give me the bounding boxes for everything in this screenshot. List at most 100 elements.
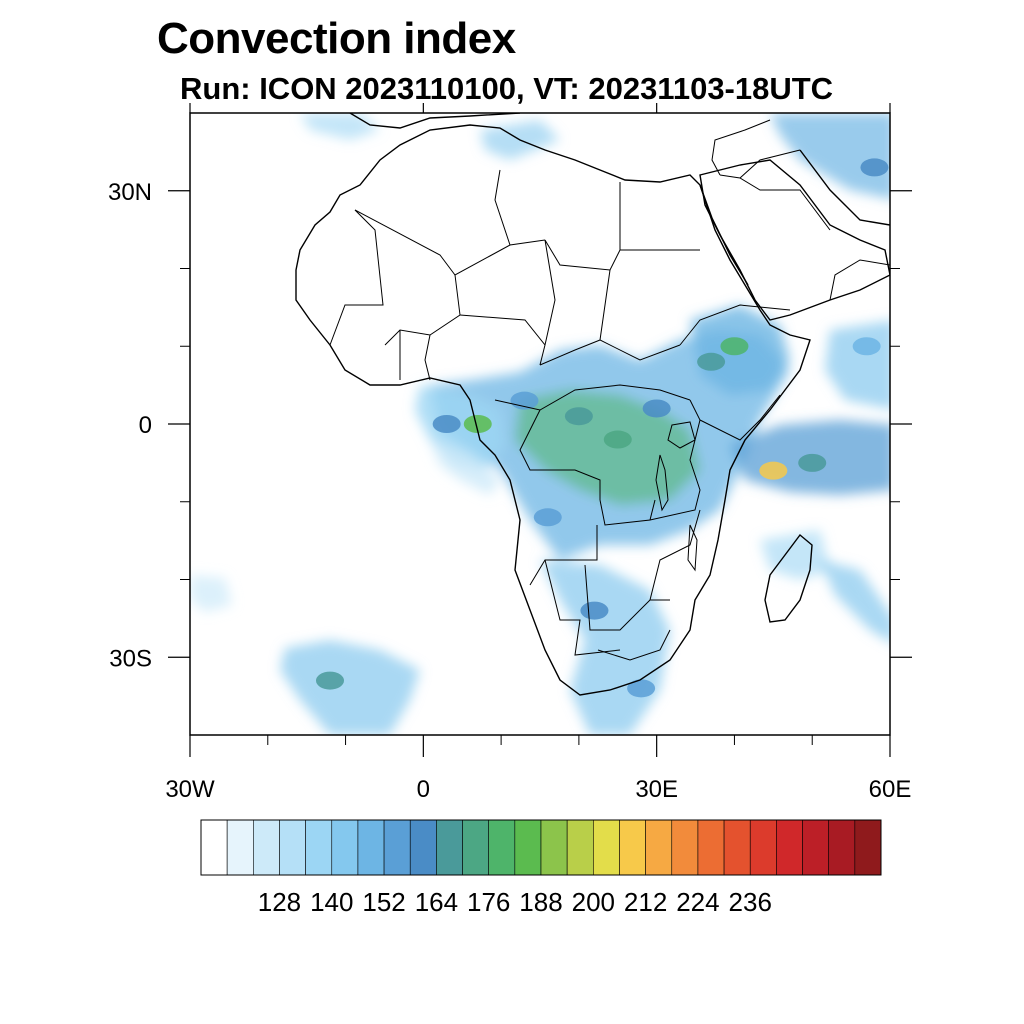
border bbox=[649, 509, 701, 601]
convection-area-mozambique-channel bbox=[760, 530, 830, 580]
convection-area-mediterranean bbox=[300, 113, 380, 140]
map-field bbox=[190, 113, 890, 735]
colorbar-swatch bbox=[331, 819, 359, 876]
colorbar-swatch bbox=[383, 819, 411, 876]
colorbar-swatch bbox=[802, 819, 829, 876]
x-tick-label: 60E bbox=[869, 776, 912, 803]
persian-gulf-coastline bbox=[799, 149, 890, 226]
border bbox=[599, 499, 656, 526]
colorbar-swatch bbox=[226, 819, 254, 876]
colorbar-swatch bbox=[854, 819, 882, 876]
border bbox=[494, 384, 691, 411]
colorbar-swatch bbox=[566, 819, 594, 876]
colorbar-swatch bbox=[514, 819, 542, 876]
convection-area-atlantic-tongue bbox=[430, 440, 500, 495]
lakes bbox=[655, 421, 698, 572]
border bbox=[711, 119, 771, 176]
colorbar-swatch bbox=[253, 819, 280, 876]
convection-cell-15 bbox=[860, 158, 889, 177]
africa-coastline bbox=[295, 124, 811, 696]
colorbar-tick-label: 236 bbox=[729, 887, 772, 917]
border bbox=[384, 274, 461, 346]
y-tick-label: 0 bbox=[139, 412, 152, 439]
convection-cell-2 bbox=[463, 415, 492, 433]
lake-tanganyika bbox=[655, 454, 669, 512]
madagascar-coastline bbox=[764, 533, 813, 623]
border bbox=[739, 149, 801, 179]
convection-cells bbox=[316, 158, 889, 698]
colorbar-tick-label: 152 bbox=[362, 887, 405, 917]
colorbar-swatch bbox=[305, 819, 333, 876]
colorbar-frame bbox=[200, 819, 882, 876]
border bbox=[519, 409, 601, 500]
colorbar-swatch bbox=[828, 819, 856, 876]
border bbox=[329, 209, 384, 346]
border bbox=[354, 209, 546, 276]
arabian-peninsula-coastline bbox=[699, 159, 890, 321]
colorbar-swatch bbox=[540, 819, 568, 876]
colorbar-tick-label: 188 bbox=[519, 887, 562, 917]
colorbar-tick-label: 212 bbox=[624, 887, 667, 917]
border bbox=[424, 334, 431, 381]
convection-area-gulf-of-guinea bbox=[415, 385, 505, 470]
x-tick-label: 30E bbox=[635, 776, 678, 803]
colorbar-swatch bbox=[488, 819, 516, 876]
border bbox=[544, 559, 621, 656]
border bbox=[719, 174, 831, 231]
convection-cell-11 bbox=[533, 508, 562, 527]
border bbox=[539, 339, 601, 366]
border bbox=[699, 394, 781, 441]
border bbox=[829, 259, 890, 301]
convection-cell-8 bbox=[720, 337, 749, 356]
convection-cell-6 bbox=[642, 399, 671, 418]
convection-area-southwest-indian-ocean bbox=[820, 560, 890, 642]
colorbar-swatch bbox=[409, 819, 437, 876]
convection-cell-5 bbox=[603, 430, 632, 449]
convection-cell-13 bbox=[627, 679, 656, 698]
convection-area-southern-africa bbox=[540, 560, 670, 735]
lake-victoria bbox=[667, 421, 696, 449]
coastlines bbox=[295, 113, 890, 696]
convection-cell-9 bbox=[759, 461, 788, 480]
colorbar-swatch bbox=[619, 819, 646, 876]
y-tick-label: 30S bbox=[109, 645, 152, 672]
convection-cell-16 bbox=[852, 337, 881, 356]
convection-cell-12 bbox=[580, 601, 609, 620]
colorbar bbox=[200, 819, 882, 876]
convection-area-middle-east bbox=[770, 113, 890, 199]
x-tick-label: 30W bbox=[165, 776, 215, 803]
map-title: Convection index bbox=[157, 14, 516, 63]
lake-malawi bbox=[687, 524, 698, 572]
convection-area-arabian-sea bbox=[825, 320, 890, 409]
border bbox=[544, 239, 700, 271]
colorbar-tick-label: 140 bbox=[310, 887, 353, 917]
x-tick-label: 0 bbox=[417, 776, 430, 803]
y-tick-label: 30N bbox=[108, 179, 152, 206]
colorbar-swatch bbox=[749, 819, 777, 876]
colorbar-tick-label: 164 bbox=[415, 887, 458, 917]
colorbar-tick-label: 128 bbox=[258, 887, 301, 917]
colorbar-swatch bbox=[279, 819, 306, 876]
europe-coastline bbox=[349, 113, 521, 129]
colorbar-tick-label: 224 bbox=[676, 887, 719, 917]
map-subtitle: Run: ICON 2023110100, VT: 20231103-18UTC bbox=[180, 71, 834, 106]
colorbar-swatch bbox=[697, 819, 725, 876]
red-sea-coast bbox=[699, 184, 749, 286]
border bbox=[679, 304, 791, 346]
colorbar-swatch bbox=[462, 819, 489, 876]
colorbar-tick-label: 200 bbox=[572, 887, 615, 917]
border bbox=[649, 399, 701, 521]
border bbox=[584, 564, 670, 631]
convection-cell-10 bbox=[798, 453, 827, 472]
colorbar-swatch bbox=[200, 819, 228, 876]
convection-area-west-atlantic bbox=[190, 575, 232, 612]
axis-tick-labels: 30W 0 30E 60E 30N 0 30S bbox=[108, 179, 911, 803]
colorbar-swatch bbox=[593, 819, 620, 876]
convection-cell-14 bbox=[316, 671, 344, 690]
convection-area-south-atlantic bbox=[280, 640, 420, 735]
convection-cell-7 bbox=[697, 352, 726, 371]
colorbar-swatch bbox=[357, 819, 385, 876]
convection-cell-1 bbox=[432, 415, 461, 433]
colorbar-swatch bbox=[671, 819, 699, 876]
